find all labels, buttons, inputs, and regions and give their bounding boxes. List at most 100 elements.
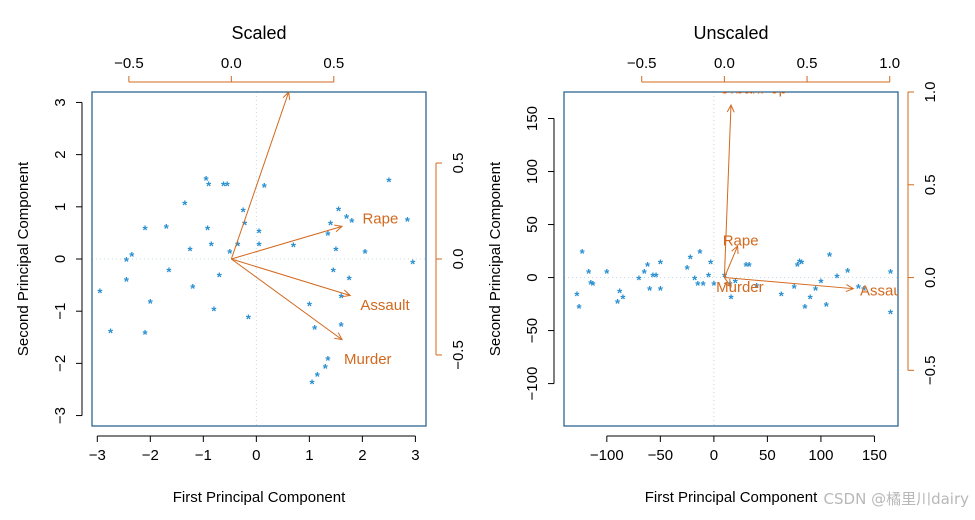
unscaled-data-point: *	[861, 283, 867, 298]
watermark: CSDN @橘里川dairy	[823, 490, 969, 508]
scaled-x-tick-label: −2	[142, 447, 159, 464]
unscaled-data-point: *	[654, 269, 660, 284]
unscaled-data-point: *	[574, 288, 580, 303]
scaled-plot-frame	[91, 91, 427, 427]
unscaled-x-tick-label: 150	[862, 447, 887, 464]
unscaled-data-point: *	[701, 278, 707, 293]
unscaled-data-point: *	[706, 269, 712, 284]
scaled-data-point: *	[211, 304, 217, 319]
scaled-data-point: *	[166, 264, 172, 279]
scaled-data-point: *	[203, 173, 209, 188]
unscaled-loading-arrow-rape	[723, 245, 739, 278]
unscaled-data-point: *	[795, 259, 801, 274]
scaled-y-tick-label: 2	[52, 150, 69, 158]
unscaled-data-point: *	[733, 276, 739, 291]
scaled-data-point: *	[182, 198, 188, 213]
scaled-data-point: *	[331, 264, 337, 279]
scaled-data-point: *	[97, 285, 103, 300]
scaled-data-point: *	[325, 353, 331, 368]
unscaled-loading-label-urbanpop: UrbanPop	[719, 80, 787, 97]
unscaled-right-tick-label: 1.0	[922, 82, 939, 103]
scaled-data-point: *	[221, 178, 227, 193]
scaled-x-tick-label: 0	[252, 447, 260, 464]
scaled-data-point: *	[209, 238, 215, 253]
unscaled-data-point: *	[658, 283, 664, 298]
scaled-y-tick-label: 1	[52, 203, 69, 211]
scaled-data-point: *	[142, 327, 148, 342]
scaled-right-tick-label: 0.5	[450, 153, 467, 174]
scaled-data-point: *	[190, 281, 196, 296]
scaled-loading-label-urbanpop: UrbanPop	[248, 63, 316, 80]
scaled-loading-label-assault: Assault	[360, 297, 410, 314]
unscaled-loading-arrowhead-rape	[731, 244, 739, 255]
unscaled-y-tick-label: −50	[524, 318, 541, 343]
scaled-data-point: *	[325, 228, 331, 243]
unscaled-data-point: *	[647, 283, 653, 298]
scaled-data-point: *	[323, 361, 329, 376]
scaled-data-point: *	[142, 223, 148, 238]
unscaled-data-point: *	[799, 257, 805, 272]
unscaled-loading-label-assault: Assault	[860, 283, 910, 300]
scaled-top-tick-label: 0.0	[221, 55, 242, 72]
unscaled-data-point: *	[620, 292, 626, 307]
unscaled-x-tick-label: 50	[759, 447, 776, 464]
unscaled-data-point: *	[728, 292, 734, 307]
scaled-data-point: *	[262, 180, 268, 195]
unscaled-data-point: *	[645, 259, 651, 274]
unscaled-data-point: *	[802, 301, 808, 316]
scaled-loading-arrow-rape	[231, 225, 343, 260]
scaled-loading-arrow-urbanpop	[230, 92, 290, 260]
unscaled-data-point: *	[808, 292, 814, 307]
scaled-loading-arrowhead-urbanpop	[282, 92, 291, 101]
scaled-plot-area: ****************************************…	[97, 63, 416, 392]
scaled-data-point: *	[256, 225, 262, 240]
unscaled-loading-arrowhead-assault	[845, 284, 855, 293]
unscaled-data-point: *	[658, 257, 664, 272]
unscaled-data-point: *	[845, 265, 851, 280]
scaled-data-point: *	[315, 369, 321, 384]
scaled-data-point: *	[246, 311, 252, 326]
scaled-data-point: *	[333, 244, 339, 259]
unscaled-plot-frame	[563, 91, 899, 427]
unscaled-right-tick-label: −0.5	[922, 356, 939, 386]
scaled-right-tick-label: −0.5	[450, 340, 467, 370]
unscaled-loading-arrow-murder	[723, 277, 732, 288]
unscaled-data-point: *	[590, 278, 596, 293]
scaled-y-tick-label: −2	[52, 355, 69, 372]
unscaled-data-point: *	[576, 301, 582, 316]
scaled-x-tick-label: −3	[89, 447, 106, 464]
unscaled-top-tick-label: 0.5	[797, 55, 818, 72]
scaled-x-tick-label: −1	[195, 447, 212, 464]
scaled-data-point: *	[309, 377, 315, 392]
scaled-y-tick-label: 3	[52, 98, 69, 106]
scaled-data-point: *	[129, 249, 135, 264]
scaled-y-tick-label: −3	[52, 407, 69, 424]
unscaled-data-point: *	[636, 273, 642, 288]
unscaled-loading-arrow-urbanpop	[723, 104, 732, 278]
unscaled-data-point: *	[697, 246, 703, 261]
unscaled-data-point: *	[888, 306, 894, 321]
unscaled-data-point: *	[834, 270, 840, 285]
scaled-data-point: *	[227, 246, 233, 261]
scaled-loading-arrowhead-assault	[342, 289, 352, 298]
scaled-data-point: *	[339, 291, 345, 306]
scaled-y-tick-label: 0	[52, 255, 69, 263]
unscaled-right-tick-label: 0.5	[922, 174, 939, 195]
unscaled-data-point: *	[747, 259, 753, 274]
scaled-data-point: *	[205, 223, 211, 238]
unscaled-data-point: *	[824, 299, 830, 314]
unscaled-data-point: *	[692, 273, 698, 288]
scaled-data-point: *	[164, 221, 170, 236]
unscaled-data-point: *	[779, 288, 785, 303]
unscaled-data-point: *	[888, 266, 894, 281]
scaled-data-point: *	[124, 254, 130, 269]
unscaled-data-point: *	[797, 256, 803, 271]
scaled-data-point: *	[124, 274, 130, 289]
unscaled-data-point: *	[586, 266, 592, 281]
unscaled-data-point: *	[818, 276, 824, 291]
unscaled-x-tick-label: 0	[710, 447, 718, 464]
unscaled-loading-arrowhead-murder	[723, 278, 732, 288]
unscaled-y-tick-label: 150	[524, 106, 541, 131]
unscaled-data-point: *	[695, 278, 701, 293]
